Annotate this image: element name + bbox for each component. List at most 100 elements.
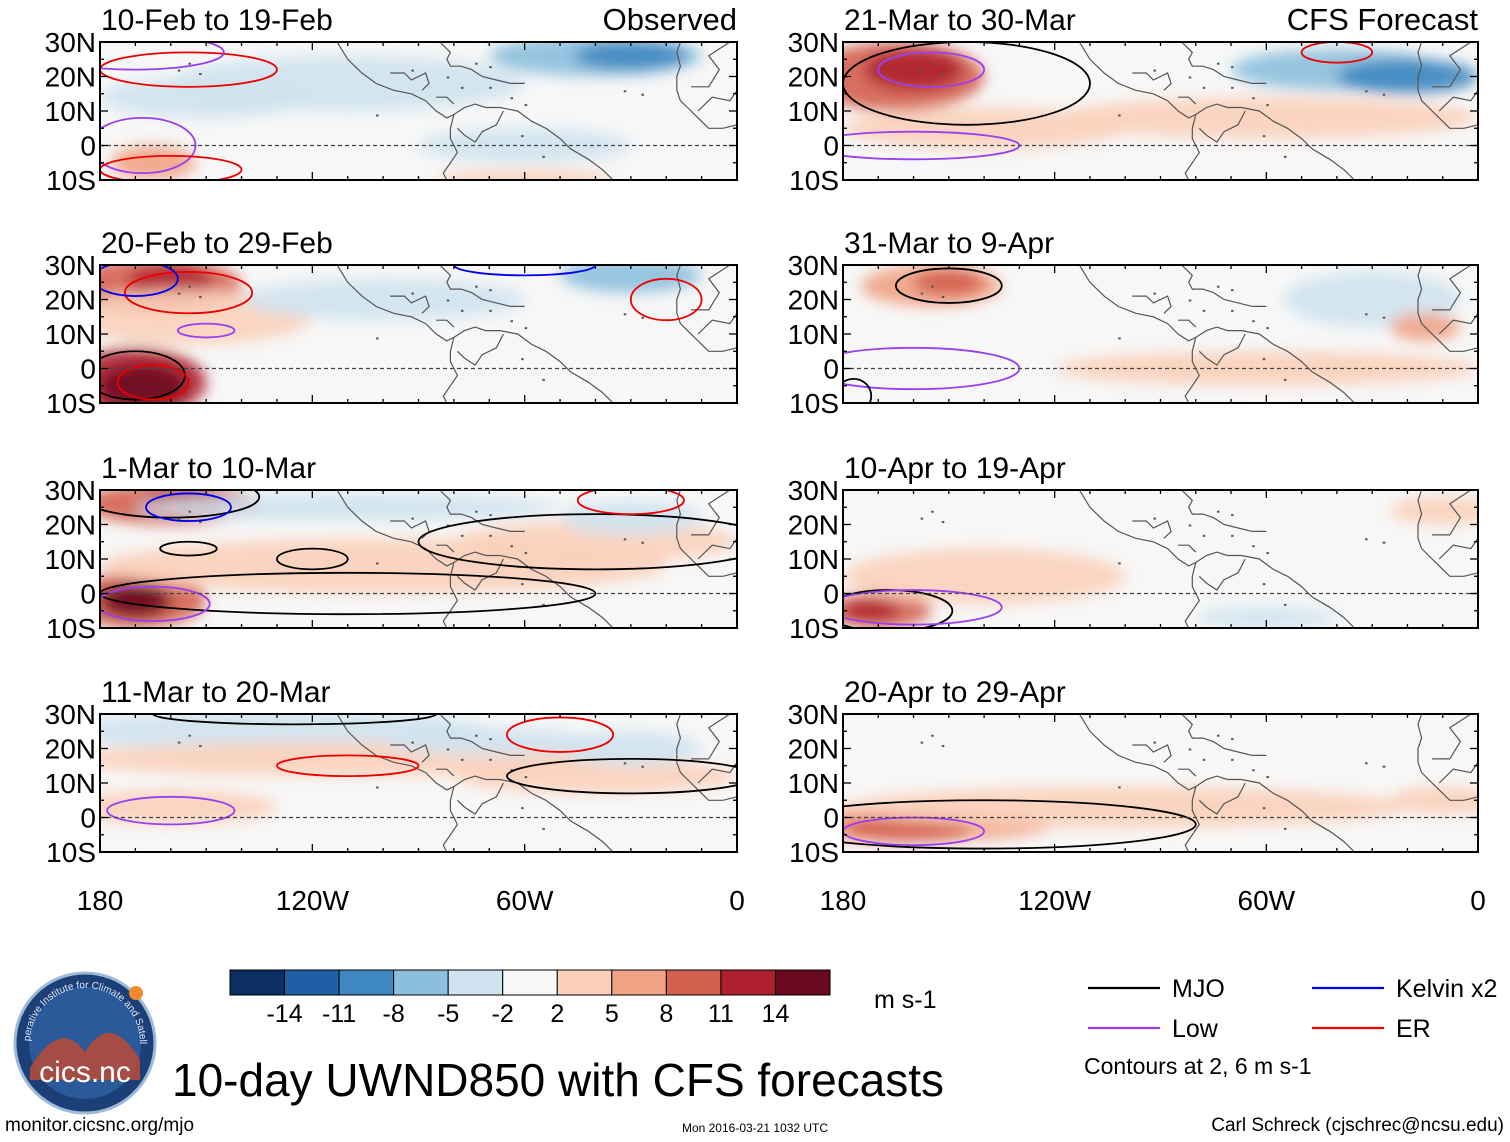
- colorbar-units: m s-1: [874, 986, 937, 1014]
- island: [1266, 327, 1269, 330]
- colorbar-tick-label: 11: [708, 1000, 734, 1028]
- coastline: [439, 714, 525, 756]
- island: [1262, 807, 1266, 810]
- contour-line: [100, 585, 211, 622]
- y-tick-label: 20N: [45, 510, 96, 541]
- y-tick-label: 0: [823, 579, 839, 610]
- island: [376, 562, 379, 565]
- island: [446, 748, 450, 751]
- colorbar-tick-label: 14: [762, 1000, 790, 1028]
- contour-line: [877, 51, 986, 88]
- colorbar-swatch: [229, 969, 286, 996]
- island: [199, 73, 202, 76]
- y-tick-label: 10N: [788, 544, 839, 575]
- y-tick-label: 0: [823, 131, 839, 162]
- contour-line: [100, 265, 179, 297]
- island: [542, 378, 545, 381]
- coastline: [1198, 333, 1246, 366]
- coastline: [697, 89, 737, 112]
- y-tick-label: 0: [823, 354, 839, 385]
- island: [1365, 313, 1368, 316]
- island: [641, 93, 644, 96]
- island: [920, 292, 924, 295]
- colorbar-tick-label: -14: [266, 1000, 302, 1028]
- island: [1188, 748, 1192, 751]
- island: [920, 741, 924, 744]
- y-tick-label: 10N: [45, 319, 96, 350]
- colorbar-swatch: [720, 969, 776, 996]
- colorbar-tick-label: 2: [550, 1000, 564, 1028]
- coastline: [1432, 265, 1472, 311]
- coastline: [456, 333, 504, 366]
- island: [188, 510, 191, 513]
- legend-label: MJO: [1172, 975, 1225, 1003]
- island: [1382, 765, 1386, 768]
- y-tick-label: 30N: [45, 699, 96, 730]
- island: [1365, 762, 1368, 765]
- island: [931, 285, 934, 288]
- y-tick-label: 0: [80, 579, 96, 610]
- coastline: [676, 714, 737, 801]
- panel-title: 1-Mar to 10-Mar: [101, 452, 316, 485]
- y-tick-label: 10N: [788, 96, 839, 127]
- coastline: [697, 761, 737, 784]
- island: [475, 510, 478, 513]
- anomaly-blob: [560, 500, 702, 535]
- island: [641, 765, 644, 768]
- island: [1231, 758, 1234, 761]
- contour-line: [276, 754, 420, 778]
- coastline: [439, 42, 525, 84]
- island: [1188, 76, 1192, 79]
- island: [475, 62, 478, 65]
- island: [1153, 517, 1156, 520]
- coastline: [1181, 42, 1267, 84]
- colorbar-swatch: [502, 969, 558, 996]
- coastline: [1198, 110, 1246, 143]
- coastline: [1184, 337, 1200, 403]
- island: [1216, 734, 1220, 737]
- coastline: [439, 490, 525, 532]
- contour-line: [100, 154, 243, 180]
- coastline: [691, 265, 731, 311]
- island: [941, 521, 945, 524]
- coastline: [1438, 761, 1478, 784]
- anomaly-blob: [100, 789, 277, 825]
- anomaly-blob: [418, 128, 631, 163]
- island: [1382, 93, 1386, 96]
- column-label-forecast: CFS Forecast: [1287, 2, 1479, 37]
- y-tick-label: 20N: [788, 734, 839, 765]
- colorbar-tick-label: 8: [659, 1000, 673, 1028]
- x-tick-label: 180: [820, 885, 867, 916]
- island: [1382, 541, 1386, 544]
- island: [1231, 738, 1234, 741]
- y-tick-label: 30N: [45, 475, 96, 506]
- island: [460, 86, 464, 89]
- y-tick-label: 30N: [788, 27, 839, 58]
- island: [460, 534, 464, 537]
- coastline: [442, 337, 459, 403]
- x-tick-label: 120W: [1018, 885, 1092, 916]
- island: [446, 299, 450, 302]
- island: [524, 776, 528, 779]
- island: [489, 309, 492, 312]
- island: [1216, 510, 1220, 513]
- legend-label: Kelvin x2: [1396, 975, 1497, 1003]
- island: [623, 762, 627, 765]
- coastline: [1417, 714, 1478, 801]
- colorbar-swatch: [665, 969, 722, 996]
- panel-title: 21-Mar to 30-Mar: [844, 4, 1076, 37]
- y-tick-label: 0: [80, 131, 96, 162]
- x-tick-label: 120W: [276, 885, 350, 916]
- anomaly-blob: [560, 731, 702, 766]
- island: [188, 734, 191, 737]
- island: [1252, 320, 1255, 323]
- coastline: [1132, 744, 1172, 763]
- y-tick-label: 30N: [788, 250, 839, 281]
- colorbar-tick-label: -11: [322, 1000, 356, 1028]
- figure-title: 10-day UWND850 with CFS forecasts: [172, 1054, 944, 1106]
- y-tick-label: 30N: [788, 475, 839, 506]
